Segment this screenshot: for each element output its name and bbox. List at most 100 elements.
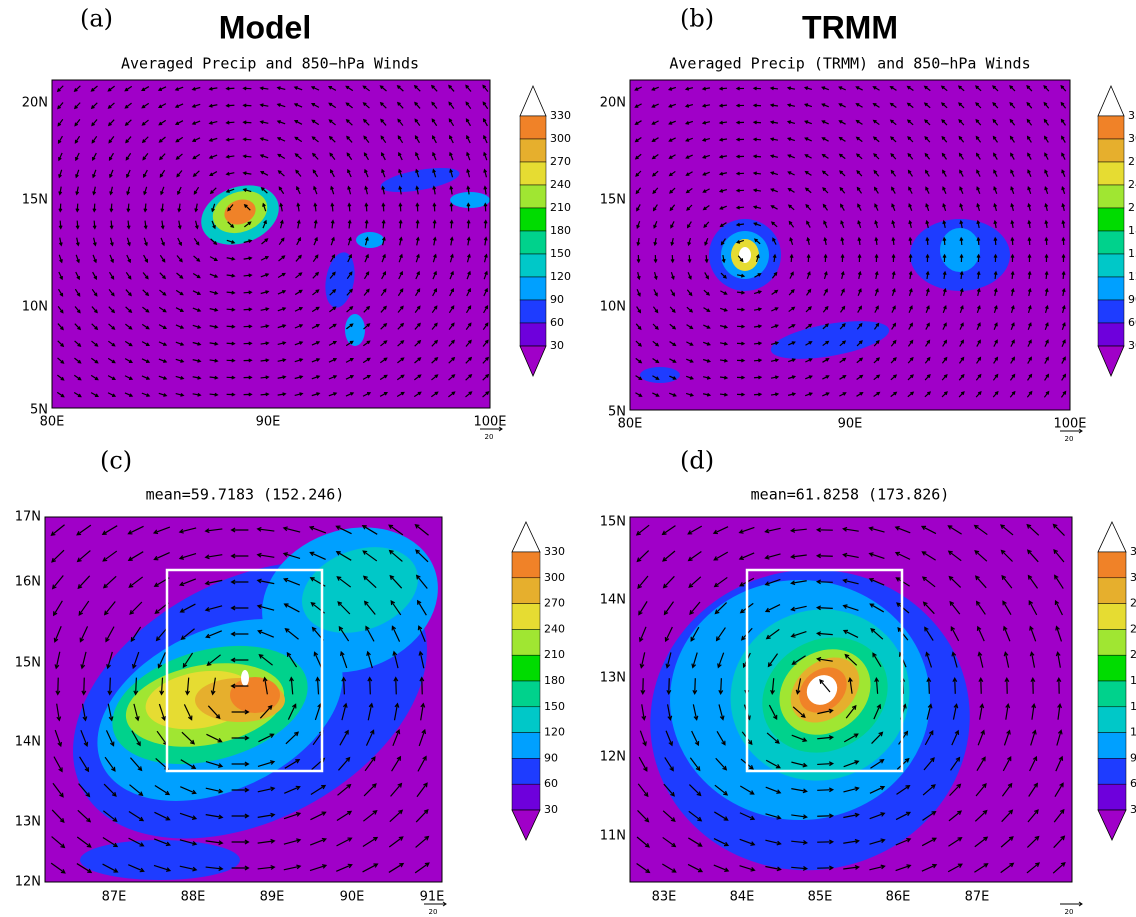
wind-arrow: [277, 290, 287, 295]
wind-arrow: [414, 288, 421, 297]
wind-arrow: [398, 253, 403, 263]
wind-arrow: [466, 270, 471, 280]
colorbar-box: [511, 732, 541, 759]
wind-arrow: [691, 652, 698, 669]
wind-arrow: [872, 119, 880, 126]
wind-arrow: [465, 322, 472, 331]
wind-arrow: [449, 253, 454, 263]
wind-arrow: [713, 551, 729, 561]
wind-arrow: [838, 103, 846, 108]
wind-arrow: [908, 305, 913, 313]
wind-arrow: [719, 358, 729, 363]
wind-arrow: [143, 237, 148, 247]
wind-arrow: [942, 287, 947, 297]
wind-arrow: [924, 356, 931, 364]
wind-arrow: [847, 677, 853, 694]
wind-arrow: [448, 101, 455, 109]
wind-arrow: [739, 785, 755, 795]
wind-arrow: [665, 730, 673, 747]
wind-arrow: [179, 603, 196, 613]
wind-arrow: [311, 375, 321, 380]
wind-arrow: [415, 270, 420, 280]
wind-arrow: [231, 709, 250, 715]
wind-arrow: [652, 204, 658, 212]
wind-arrow: [58, 254, 63, 264]
wind-arrow: [765, 839, 782, 846]
wind-arrow: [311, 152, 319, 160]
wind-arrow: [191, 86, 201, 91]
wind-arrow: [702, 341, 711, 346]
wind-arrow: [1027, 574, 1039, 589]
wind-arrow: [57, 306, 64, 314]
wind-arrow: [415, 219, 420, 229]
wind-arrow: [141, 358, 151, 363]
wind-arrow: [640, 678, 646, 696]
colorbar-label: 90: [1128, 293, 1136, 306]
wind-arrow: [361, 525, 378, 535]
wind-arrow: [637, 810, 650, 823]
wind-arrow: [703, 307, 711, 312]
wind-arrow: [874, 203, 879, 211]
wind-arrow: [652, 392, 660, 397]
wind-arrow: [665, 652, 672, 669]
colorbar-box: [519, 322, 547, 347]
precip-area: [241, 670, 249, 686]
wind-arrow: [103, 810, 118, 822]
wind-arrow: [286, 651, 298, 668]
wind-arrow: [753, 375, 763, 380]
wind-arrow: [397, 340, 405, 347]
y-tick-label: 5N: [608, 405, 626, 420]
wind-arrow: [337, 601, 351, 615]
wind-arrow: [335, 525, 352, 535]
wind-arrow: [872, 136, 880, 143]
wind-arrow: [922, 601, 935, 615]
wind-arrow: [277, 272, 286, 278]
wind-arrow: [908, 186, 913, 194]
wind-arrow: [346, 135, 353, 143]
wind-arrow: [719, 205, 727, 210]
wind-arrow: [205, 866, 224, 871]
wind-arrow: [294, 392, 304, 397]
colorbar-box: [1097, 654, 1127, 682]
wind-arrow: [259, 704, 273, 719]
wind-arrow: [209, 256, 219, 261]
wind-arrow: [791, 734, 808, 742]
wind-arrow: [431, 374, 439, 381]
wind-arrow: [211, 220, 216, 230]
colorbar-label: 180: [1128, 224, 1136, 237]
wind-arrow: [949, 783, 962, 797]
wind-arrow: [817, 813, 835, 819]
wind-arrow: [959, 305, 964, 314]
wind-arrow: [1044, 270, 1049, 280]
colorbar-box: [519, 115, 547, 140]
wind-arrow: [310, 784, 327, 795]
wind-arrow: [843, 812, 860, 819]
wind-arrow: [704, 238, 709, 246]
wind-arrow: [942, 186, 947, 194]
wind-arrow: [992, 85, 999, 92]
wind-arrow: [101, 525, 118, 535]
wind-arrow: [790, 605, 807, 612]
precip-area: [301, 547, 419, 633]
wind-arrow: [754, 273, 762, 278]
wind-arrow: [817, 787, 835, 793]
wind-arrow: [871, 731, 884, 745]
wind-arrow: [992, 373, 999, 381]
wind-arrow: [891, 236, 896, 246]
wind-arrow: [154, 811, 171, 821]
wind-arrow: [260, 290, 270, 295]
wind-arrow: [294, 358, 304, 363]
wind-arrow: [765, 628, 780, 640]
wind-arrow: [951, 651, 958, 668]
wind-arrow: [737, 255, 744, 263]
wind-arrow: [634, 136, 642, 143]
wind-arrow: [923, 102, 931, 109]
wind-arrow: [895, 837, 912, 846]
wind-arrow: [345, 340, 354, 347]
wind-arrow: [992, 390, 999, 398]
wind-arrow: [126, 220, 131, 230]
wind-arrow: [329, 288, 337, 296]
wind-arrow: [719, 307, 728, 312]
wind-arrow: [921, 576, 936, 588]
wind-arrow: [941, 135, 948, 143]
